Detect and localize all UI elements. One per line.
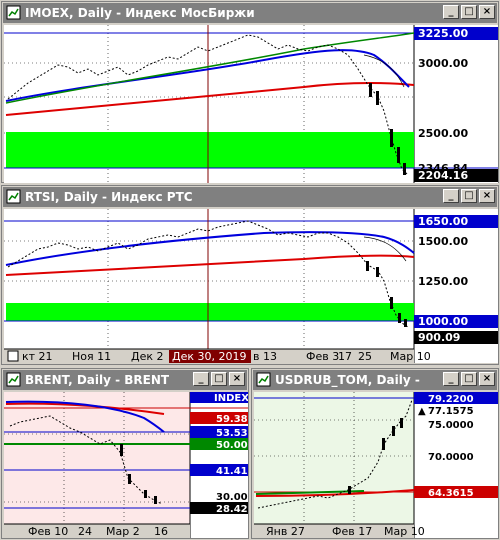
rtsi-ma-blue: [5, 231, 415, 266]
close-button[interactable]: ×: [479, 189, 495, 203]
brent-time-label: 16: [154, 525, 168, 538]
rtsi-chart-window[interactable]: RTSI, Daily - Индекс РТС _ □ × кт 21: [1, 185, 499, 365]
brent-current-price: 28.42: [216, 504, 248, 515]
usdrub-level-79: 79.2200: [428, 394, 474, 405]
brent-time-label: Мар 2: [106, 525, 140, 538]
brent-title: BRENT, Daily - BRENT: [25, 373, 170, 387]
rtsi-time-label-highlight: Дек 30, 2019: [172, 350, 247, 363]
usdrub-level-70: 70.0000: [428, 452, 474, 463]
rtsi-time-label: кт 21: [22, 350, 53, 363]
brent-time-label: Фев 10: [28, 525, 68, 538]
scroll-box[interactable]: [7, 350, 19, 362]
usdrub-level-64: 64.3615: [428, 488, 474, 499]
brent-level-41: 41.41: [216, 466, 248, 477]
brent-chart[interactable]: Фев 10 24 Мар 2 16 INDEX 59.38 53.53 50.…: [4, 392, 248, 538]
rtsi-time-label: Фев 3: [306, 350, 339, 363]
rtsi-time-label: Мар 10: [390, 350, 431, 363]
usdrub-time-label: Мар 10: [384, 525, 425, 538]
maximize-button[interactable]: □: [211, 372, 227, 386]
rtsi-level-1250: 1250.00: [418, 275, 468, 288]
rtsi-support-zone: [6, 303, 414, 321]
rtsi-level-1650: 1650.00: [418, 215, 468, 228]
brent-title-bar[interactable]: BRENT, Daily - BRENT _ □ ×: [3, 370, 247, 390]
imoex-ma-red: [5, 82, 415, 116]
brent-level-59: 59.38: [216, 414, 248, 425]
imoex-chart[interactable]: 3225.00 3000.00 2500.00 2346.84 2204.16: [4, 25, 498, 183]
usdrub-current-price: 77.1575: [428, 406, 474, 417]
brent-index-label: INDEX: [214, 393, 248, 404]
rtsi-level-1000: 1000.00: [418, 315, 468, 328]
rtsi-time-label: в 13: [253, 350, 277, 363]
imoex-ma-green: [5, 32, 415, 104]
imoex-title-bar[interactable]: IMOEX, Daily - Индекс МосБиржи _ □ ×: [3, 3, 497, 23]
imoex-chart-window[interactable]: IMOEX, Daily - Индекс МосБиржи _ □ ×: [1, 1, 499, 183]
chart-window-icon[interactable]: [6, 372, 21, 387]
maximize-button[interactable]: □: [461, 5, 477, 19]
close-button[interactable]: ×: [479, 5, 495, 19]
rtsi-ma-red: [5, 254, 415, 276]
brent-level-50: 50.00: [216, 440, 248, 451]
imoex-current-price: 2204.16: [418, 169, 468, 182]
rtsi-time-label: 17: [338, 350, 352, 363]
minimize-button[interactable]: _: [443, 5, 459, 19]
imoex-level-3225: 3225.00: [418, 27, 468, 40]
usdrub-level-75: 75.0000: [428, 420, 474, 431]
imoex-support-zone: [6, 132, 414, 168]
rtsi-title: RTSI, Daily - Индекс РТС: [25, 190, 193, 204]
rtsi-chart[interactable]: кт 21 Ноя 11 Дек 2 Дек 30, 2019 в 13 Фев…: [4, 209, 498, 363]
imoex-level-2500: 2500.00: [418, 127, 468, 140]
minimize-button[interactable]: _: [443, 372, 459, 386]
imoex-level-3000: 3000.00: [418, 57, 468, 70]
usdrub-chart-window[interactable]: USDRUB_TOM, Daily - USDR _ □ × Янв 27 Фе…: [251, 368, 499, 539]
chart-window-icon[interactable]: [6, 5, 21, 20]
rtsi-time-label: Ноя 11: [72, 350, 111, 363]
maximize-button[interactable]: □: [461, 189, 477, 203]
minimize-button[interactable]: _: [193, 372, 209, 386]
close-button[interactable]: ×: [229, 372, 245, 386]
maximize-button[interactable]: □: [461, 372, 477, 386]
usdrub-title-bar[interactable]: USDRUB_TOM, Daily - USDR _ □ ×: [253, 370, 497, 390]
chart-window-icon[interactable]: [256, 372, 271, 387]
brent-level-30: 30.00: [216, 492, 248, 503]
rtsi-current-price: 900.09: [418, 331, 460, 344]
usdrub-price-bars: [257, 399, 413, 509]
rtsi-level-1500: 1500.00: [418, 235, 468, 248]
rtsi-price-bars: [7, 220, 409, 328]
rtsi-title-bar[interactable]: RTSI, Daily - Индекс РТС _ □ ×: [3, 187, 497, 207]
usdrub-up-arrow-icon: ▲: [418, 406, 426, 417]
usdrub-time-label: Фев 17: [332, 525, 372, 538]
usdrub-title: USDRUB_TOM, Daily - USDR: [275, 373, 425, 387]
brent-chart-window[interactable]: BRENT, Daily - BRENT _ □ × Фев 10 24: [1, 368, 249, 539]
rtsi-time-label: 25: [358, 350, 372, 363]
rtsi-time-label: Дек 2: [131, 350, 164, 363]
chart-window-icon[interactable]: [6, 189, 21, 204]
usdrub-ma-green: [255, 490, 365, 495]
brent-level-53: 53.53: [216, 428, 248, 439]
imoex-title: IMOEX, Daily - Индекс МосБиржи: [25, 6, 255, 20]
brent-time-label: 24: [78, 525, 92, 538]
close-button[interactable]: ×: [479, 372, 495, 386]
usdrub-time-label: Янв 27: [266, 525, 305, 538]
brent-ma-blue: [5, 400, 165, 433]
imoex-price-bars: [7, 34, 409, 176]
minimize-button[interactable]: _: [443, 189, 459, 203]
usdrub-chart[interactable]: Янв 27 Фев 17 Мар 10 79.2200 ▲ 77.1575 7…: [254, 392, 498, 538]
